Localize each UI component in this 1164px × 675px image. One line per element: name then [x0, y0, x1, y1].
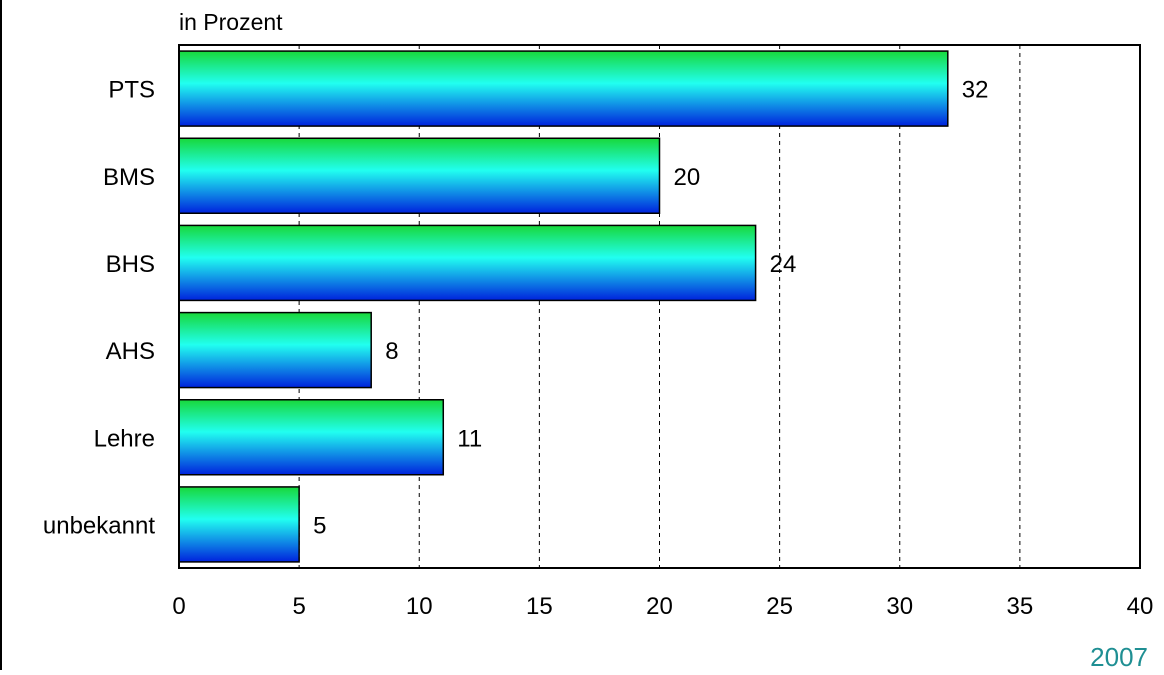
unit-label: in Prozent — [179, 9, 283, 35]
bar — [178, 311, 372, 389]
category-label: PTS — [108, 77, 155, 104]
bar — [178, 137, 661, 214]
bar — [178, 50, 949, 127]
value-label: 32 — [962, 77, 989, 104]
left-border-line — [0, 0, 2, 670]
bar — [178, 399, 445, 476]
value-label: 20 — [674, 164, 701, 191]
category-label: unbekannt — [43, 512, 155, 539]
value-label: 24 — [770, 251, 797, 278]
x-tick-label: 20 — [646, 593, 673, 620]
x-tick-label: 25 — [766, 593, 793, 620]
x-tick-label: 10 — [406, 593, 433, 620]
labels: PTS 32 BMS 20 BHS 24 AHS 8 Lehre 11 unbekannt 5 — [43, 77, 989, 540]
bar — [178, 486, 300, 563]
value-label: 11 — [457, 425, 482, 452]
x-tick-label: 35 — [1007, 593, 1034, 620]
grid-lines — [298, 45, 1021, 568]
category-label: BMS — [103, 164, 155, 191]
value-label: 5 — [313, 512, 326, 539]
plot-area-frame — [178, 44, 1141, 569]
x-tick-label: 30 — [886, 593, 913, 620]
x-tick-label: 15 — [526, 593, 553, 620]
category-label: Lehre — [94, 425, 155, 452]
bar — [178, 224, 757, 302]
category-label: BHS — [106, 251, 155, 278]
year-label: 2007 — [1090, 642, 1148, 670]
x-tick-label: 5 — [292, 593, 305, 620]
x-tick-label: 40 — [1127, 593, 1154, 620]
x-tick-label: 0 — [172, 593, 185, 620]
category-label: AHS — [106, 338, 155, 365]
x-axis-ticks: 0 5 10 15 20 25 30 35 40 — [172, 593, 1153, 620]
value-label: 8 — [385, 338, 398, 365]
bars — [178, 50, 949, 563]
